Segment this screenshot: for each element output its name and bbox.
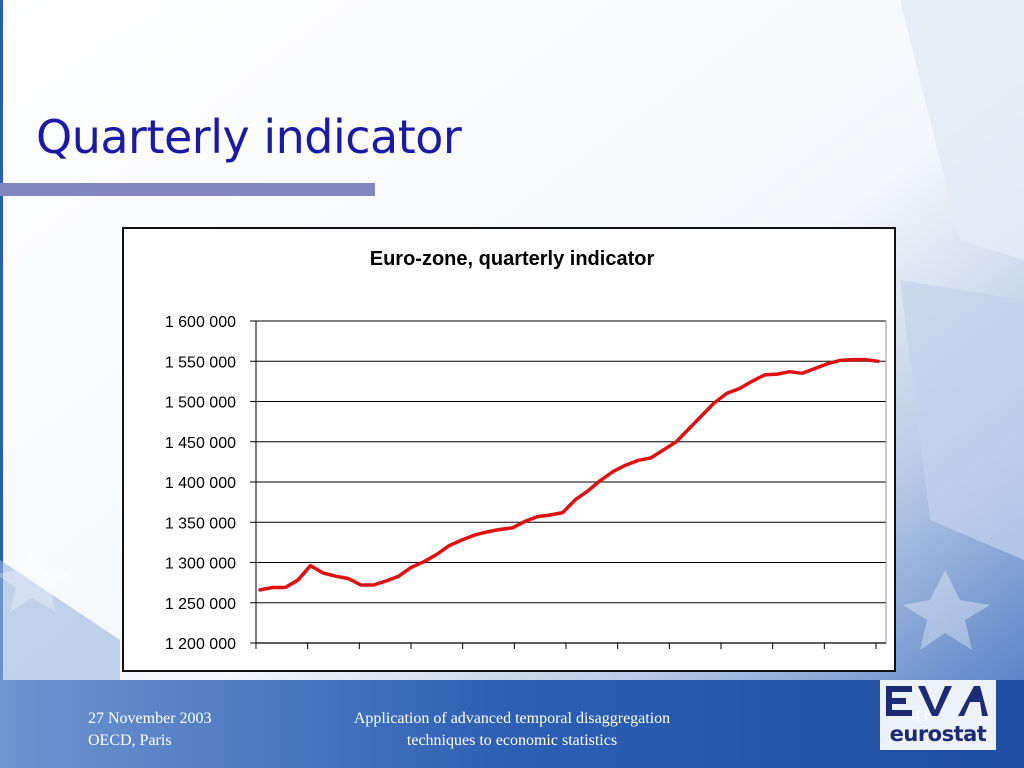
- footer-date-venue: 27 November 2003 OECD, Paris: [88, 708, 288, 752]
- y-axis-tick-labels: 1 200 000 1 250 000 1 300 000 1 350 000 1 40…: [165, 314, 236, 653]
- chart-ticks: [250, 320, 877, 649]
- series-line-0: [258, 357, 880, 592]
- footer-subject-line-2: techniques to economic statistics: [406, 732, 618, 749]
- y-tick-label: 1 250 000: [165, 596, 236, 613]
- y-tick-label: 1 300 000: [165, 556, 236, 573]
- y-tick-label: 1 200 000: [165, 636, 236, 653]
- title-accent-bar: [0, 183, 375, 196]
- footer-subject: Application of advanced temporal disaggr…: [300, 708, 724, 752]
- y-tick-label: 1 400 000: [165, 475, 236, 492]
- y-tick-label: 1 350 000: [165, 515, 236, 532]
- chart-frame: [122, 227, 896, 672]
- y-tick-label: 1 450 000: [165, 435, 236, 452]
- eurostat-logo-text: eurostat: [889, 722, 987, 746]
- y-tick-label: 1 500 000: [165, 395, 236, 412]
- y-tick-label: 1 600 000: [165, 314, 236, 331]
- slide-title: Quarterly indicator: [36, 110, 462, 164]
- footer-date: 27 November 2003: [88, 710, 212, 727]
- chart-gridlines: [256, 320, 886, 604]
- chart-title: Euro-zone, quarterly indicator: [369, 248, 655, 270]
- eurostat-logo-icon: [880, 680, 996, 750]
- footer-venue: OECD, Paris: [88, 732, 172, 749]
- chart-series: [258, 357, 880, 592]
- footer-subject-line-1: Application of advanced temporal disaggr…: [353, 710, 671, 727]
- y-tick-label: 1 550 000: [165, 354, 236, 371]
